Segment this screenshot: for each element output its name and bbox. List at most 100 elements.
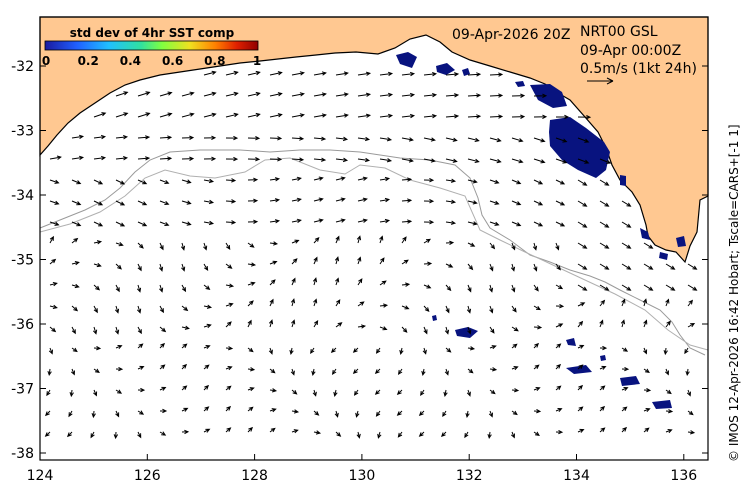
current-vector xyxy=(533,93,548,99)
current-vector xyxy=(489,114,504,119)
current-vector xyxy=(181,325,190,330)
x-tick-label: 126 xyxy=(134,468,161,484)
current-vector xyxy=(577,428,585,433)
current-vector xyxy=(71,155,85,161)
current-vector xyxy=(334,410,339,418)
current-vector xyxy=(621,242,632,249)
current-vector xyxy=(621,426,628,433)
current-vector xyxy=(269,298,274,307)
current-vector xyxy=(137,387,146,393)
current-vector xyxy=(291,258,298,265)
current-vector xyxy=(665,320,671,328)
current-vector xyxy=(137,179,148,185)
current-vector xyxy=(533,221,544,227)
current-vector xyxy=(423,261,433,266)
current-vector xyxy=(335,431,342,437)
current-vector xyxy=(577,302,586,307)
current-vector xyxy=(137,200,148,206)
current-vector xyxy=(313,430,322,435)
current-vector xyxy=(115,345,123,350)
current-vector xyxy=(291,239,300,244)
current-vector xyxy=(577,320,584,328)
current-vectors xyxy=(44,70,698,440)
current-vector xyxy=(71,326,76,335)
current-vector xyxy=(643,347,648,355)
current-vector xyxy=(418,410,425,417)
current-vector xyxy=(159,221,170,226)
current-vector xyxy=(489,93,504,98)
current-vector xyxy=(467,368,474,374)
current-vector xyxy=(687,284,698,291)
current-vector xyxy=(313,319,319,328)
current-vector xyxy=(49,326,57,333)
current-vector xyxy=(401,305,410,310)
current-vector xyxy=(357,218,368,223)
current-vector xyxy=(555,284,564,290)
current-vector xyxy=(665,298,670,307)
current-vector xyxy=(555,323,564,328)
current-vector xyxy=(401,259,409,265)
current-vector xyxy=(620,319,626,328)
current-vector xyxy=(247,112,261,118)
colorbar-tick-label: 0 xyxy=(42,54,50,68)
current-vector xyxy=(290,298,296,307)
current-vector xyxy=(577,114,592,120)
current-vector xyxy=(49,200,60,205)
current-vector xyxy=(115,366,124,372)
current-vector xyxy=(533,342,540,349)
colorbar-tick-label: 1 xyxy=(253,54,261,68)
current-vector xyxy=(291,218,302,223)
current-vector xyxy=(399,347,404,356)
current-vector xyxy=(71,134,85,140)
current-vector xyxy=(379,92,394,98)
current-vector xyxy=(663,347,668,356)
current-vector xyxy=(401,137,414,142)
current-vector xyxy=(577,384,584,391)
current-vector xyxy=(401,113,416,119)
current-vector xyxy=(159,200,170,205)
current-vector xyxy=(225,199,237,204)
current-vector xyxy=(555,263,561,271)
current-vector xyxy=(687,323,696,328)
current-vector xyxy=(225,302,234,307)
current-vector xyxy=(137,365,145,370)
vector-scale-label: 0.5m/s (1kt 24h) xyxy=(580,61,697,77)
current-vector xyxy=(44,410,51,417)
colorbar xyxy=(44,40,259,51)
current-vector xyxy=(203,304,213,309)
current-vector xyxy=(181,263,186,272)
side-credit: © IMOS 12-Apr-2026 16:42 Hobart; Tscale=… xyxy=(727,124,741,462)
current-vector xyxy=(203,345,211,350)
current-vector xyxy=(445,220,457,225)
current-vector xyxy=(489,72,504,77)
current-vector xyxy=(269,260,278,265)
current-vector xyxy=(331,368,337,375)
current-vector xyxy=(247,406,254,412)
current-vector xyxy=(181,305,189,312)
current-vector xyxy=(136,284,142,293)
current-vector xyxy=(290,368,295,376)
current-vector xyxy=(445,263,454,268)
current-vector xyxy=(621,200,632,207)
current-vector xyxy=(70,368,75,376)
current-vector xyxy=(313,236,320,244)
current-vector xyxy=(445,305,450,314)
current-vector xyxy=(225,156,239,162)
current-vector xyxy=(355,410,360,418)
current-vector xyxy=(555,242,560,251)
current-vector xyxy=(247,262,257,267)
current-vector xyxy=(489,137,502,143)
current-vector xyxy=(269,198,281,203)
current-vector xyxy=(379,257,385,265)
current-vector xyxy=(511,366,519,371)
current-vector xyxy=(247,219,259,224)
scale-arrow xyxy=(587,77,614,85)
current-vector xyxy=(511,305,517,313)
current-vector xyxy=(225,346,234,351)
current-vector xyxy=(269,427,276,433)
current-vector xyxy=(621,263,632,270)
current-vector xyxy=(71,305,79,312)
current-vector xyxy=(90,431,95,439)
current-vector xyxy=(312,277,318,286)
current-vector xyxy=(47,368,52,377)
